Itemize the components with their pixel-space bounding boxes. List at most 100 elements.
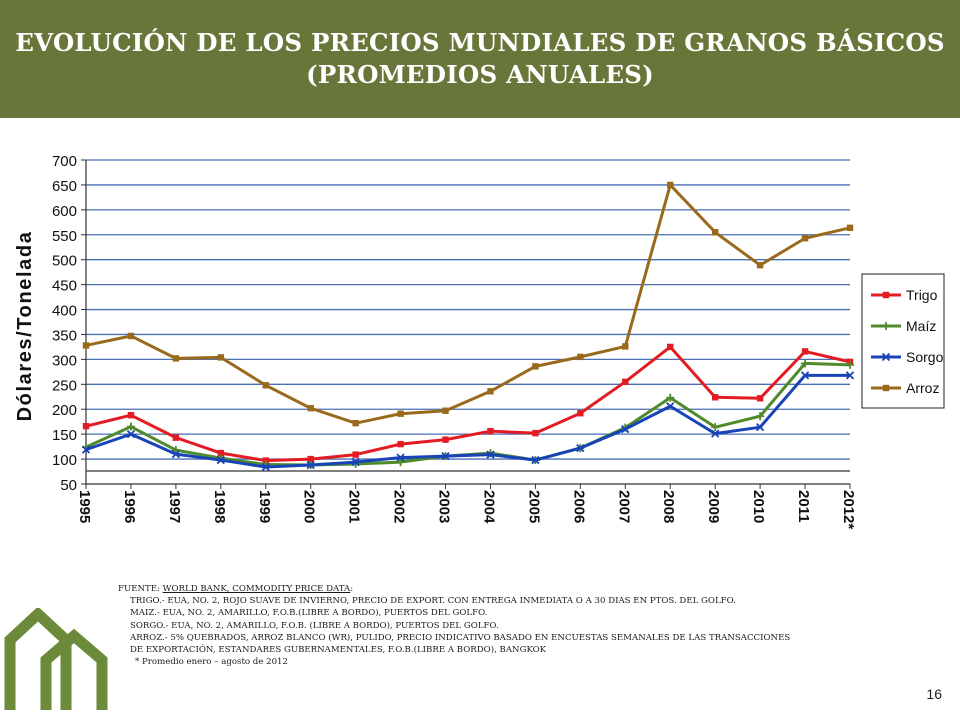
line-chart: 50 100 150 200 250 300 350 400 450 500 550 600 650 70… xyxy=(14,153,945,529)
data-point xyxy=(667,343,674,351)
data-point xyxy=(82,342,90,349)
data-point xyxy=(756,261,764,269)
series-line xyxy=(85,373,850,469)
legend-label: Maíz xyxy=(906,318,936,334)
data-point xyxy=(307,405,314,412)
data-point xyxy=(306,460,315,470)
data-point xyxy=(531,455,540,465)
company-logo xyxy=(4,608,108,710)
x-tick-label: 2003 xyxy=(436,490,453,523)
data-point xyxy=(127,332,135,340)
series-line xyxy=(85,345,851,463)
note-maiz: MAIZ.- EUA, NO. 2, AMARILLO, F.O.B.(LIBR… xyxy=(130,608,488,619)
axes: 50 100 150 200 250 300 350 400 450 500 550 600 650 70… xyxy=(14,153,857,529)
data-point xyxy=(81,445,91,454)
x-tick-label: 2012* xyxy=(840,490,857,529)
data-point xyxy=(845,371,855,380)
y-tick-label: 250 xyxy=(52,377,77,394)
y-tick-label: 300 xyxy=(52,352,77,369)
slide-title-line-2: (PROMEDIOS ANUALES) xyxy=(306,60,654,89)
y-tick-label: 150 xyxy=(52,427,77,444)
data-point xyxy=(755,423,765,432)
series-sorgo xyxy=(81,371,855,472)
x-tick-label: 2001 xyxy=(346,490,363,523)
data-point xyxy=(487,388,494,395)
data-point xyxy=(127,412,135,419)
y-tick-label: 600 xyxy=(52,203,77,220)
logo-peak-right xyxy=(40,628,108,710)
series-maíz xyxy=(82,359,854,470)
data-point xyxy=(441,451,450,461)
data-point xyxy=(800,371,810,380)
data-point xyxy=(622,378,629,386)
data-point xyxy=(171,449,181,459)
note-trigo: TRIGO.- EUA, NO. 2, ROJO SUAVE DE INVIER… xyxy=(130,596,736,607)
source-line: FUENTE: WORLD BANK, COMMODITY PRICE DATA… xyxy=(118,583,948,595)
series-trigo xyxy=(82,343,854,464)
data-point xyxy=(532,363,539,370)
data-point xyxy=(352,419,359,427)
legend-item: Sorgo xyxy=(871,349,944,365)
data-point xyxy=(622,343,629,350)
legend-item: Arroz xyxy=(871,380,939,396)
legend-label: Sorgo xyxy=(906,349,944,365)
x-tick-label: 2007 xyxy=(615,490,632,523)
legend-item: Trigo xyxy=(871,287,938,303)
title-bar: EVOLUCIÓN DE LOS PRECIOS MUNDIALES DE GR… xyxy=(0,0,960,118)
y-tick-label: 50 xyxy=(60,477,77,494)
x-tick-label: 2006 xyxy=(570,490,587,523)
footnote: * Promedio enero – agosto de 2012 xyxy=(135,657,288,668)
data-point xyxy=(126,430,136,439)
x-tick-label: 2000 xyxy=(301,490,318,523)
data-point xyxy=(307,455,314,463)
legend-item: Maíz xyxy=(871,318,936,334)
data-point xyxy=(846,224,854,231)
data-point xyxy=(487,427,494,435)
page-number: 16 xyxy=(926,686,942,702)
data-point xyxy=(711,229,719,236)
data-point xyxy=(172,434,180,441)
y-tick-label: 400 xyxy=(52,303,77,320)
note-arroz-2: DE EXPORTACIÓN, ESTANDARES GUBERNAMENTAL… xyxy=(130,645,547,656)
data-point xyxy=(711,423,720,432)
y-tick-label: 550 xyxy=(52,228,77,245)
data-point xyxy=(442,407,449,414)
source-label: FUENTE: xyxy=(118,584,163,594)
data-point xyxy=(577,410,584,417)
legend-label: Arroz xyxy=(906,380,939,396)
data-point xyxy=(577,353,584,361)
data-point xyxy=(576,443,585,453)
data-point xyxy=(756,412,765,421)
data-point xyxy=(756,395,764,402)
x-tick-label: 2005 xyxy=(525,490,542,523)
data-point xyxy=(351,457,360,467)
y-tick-label: 450 xyxy=(52,278,77,295)
slide-title-line-1: EVOLUCIÓN DE LOS PRECIOS MUNDIALES DE GR… xyxy=(15,28,945,57)
data-point xyxy=(216,455,225,465)
gridlines xyxy=(86,159,850,460)
data-point xyxy=(882,291,890,299)
legend-label: Trigo xyxy=(906,287,938,303)
data-point xyxy=(261,462,270,472)
y-tick-label: 100 xyxy=(52,452,77,469)
x-tick-label: 2004 xyxy=(480,490,497,524)
data-point xyxy=(396,458,405,467)
data-point xyxy=(352,451,359,458)
data-point xyxy=(801,359,810,368)
data-point xyxy=(801,235,809,242)
data-point xyxy=(666,393,675,402)
data-point xyxy=(397,410,404,417)
data-point xyxy=(666,402,675,411)
legend: Trigo Maíz Sorgo Arroz xyxy=(861,273,945,409)
data-point xyxy=(621,425,630,434)
source-notes: FUENTE: WORLD BANK, COMMODITY PRICE DATA… xyxy=(118,583,948,668)
data-point xyxy=(82,422,90,430)
x-tick-label: 2011 xyxy=(795,490,812,523)
data-point xyxy=(711,429,720,438)
source-colon: : xyxy=(350,584,354,594)
y-tick-label: 350 xyxy=(52,327,77,344)
y-tick-label: 200 xyxy=(52,402,77,419)
data-point xyxy=(486,450,495,459)
y-tick-label: 500 xyxy=(52,253,77,270)
series-arroz xyxy=(82,181,854,427)
